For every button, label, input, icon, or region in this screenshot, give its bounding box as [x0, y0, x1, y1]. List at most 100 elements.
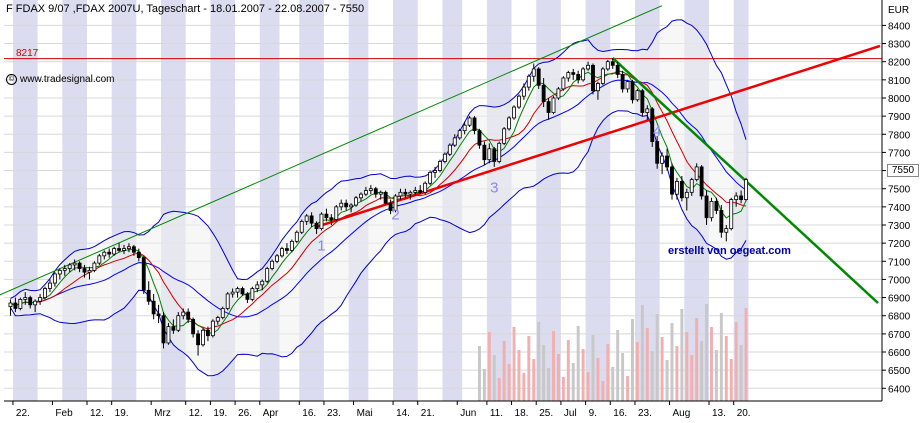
- x-tick-label: Mai: [357, 408, 373, 419]
- candle-body: [694, 166, 699, 181]
- x-tick-label: 11.: [490, 408, 503, 419]
- copyright-icon: ©: [6, 74, 17, 85]
- volume-bar: [477, 346, 481, 401]
- candle-body: [339, 202, 344, 208]
- candle-body: [131, 246, 136, 253]
- last-price-box: 7550: [887, 164, 919, 177]
- x-tick-label: Apr: [263, 408, 279, 419]
- candle-body: [615, 64, 620, 75]
- candle-body: [270, 260, 275, 269]
- y-tick-label: 6400: [888, 384, 911, 395]
- y-tick-label: 7700: [888, 148, 911, 159]
- candle-body: [472, 117, 477, 132]
- volume-bar: [522, 373, 526, 401]
- candle-body: [77, 262, 82, 269]
- volume-bar: [566, 340, 570, 401]
- volume-bar: [626, 376, 630, 401]
- candle-body: [679, 181, 684, 199]
- volume-bar: [724, 336, 728, 401]
- candle-body: [551, 97, 556, 113]
- candle-body: [581, 68, 586, 81]
- candle-body: [645, 108, 650, 113]
- candle-body: [487, 148, 492, 161]
- x-tick-label: 16.: [613, 408, 627, 419]
- candle-body: [245, 293, 250, 300]
- volume-bar: [729, 359, 733, 401]
- y-tick-label: 7100: [888, 257, 911, 268]
- candle-body: [408, 191, 413, 195]
- candle-body: [507, 117, 512, 130]
- candle-body: [734, 195, 739, 200]
- candle-body: [413, 190, 418, 193]
- candle-body: [28, 297, 33, 306]
- volume-bar: [695, 318, 699, 401]
- candle-body: [477, 130, 482, 146]
- candle-body: [492, 148, 497, 162]
- candle-body: [665, 155, 669, 168]
- wave-label-2: 2: [391, 207, 399, 224]
- candle-body: [334, 206, 339, 220]
- candle-body: [280, 248, 284, 257]
- candle-body: [378, 191, 383, 195]
- wave-label-3: 3: [490, 179, 498, 196]
- volume-bar: [700, 341, 704, 401]
- volume-bar: [537, 322, 541, 401]
- candle-body: [284, 248, 289, 251]
- candle-body: [304, 215, 309, 222]
- y-tick-label: 6600: [888, 348, 911, 359]
- candle-body: [531, 68, 536, 77]
- volume-bar: [665, 360, 669, 401]
- candle-body: [72, 262, 77, 266]
- candle-body: [674, 181, 679, 195]
- volume-bar: [714, 350, 718, 401]
- x-tick-label: Jun: [460, 408, 476, 419]
- creator-text: erstellt von oegeat.com: [668, 245, 791, 257]
- candle-body: [171, 326, 176, 331]
- candle-body: [442, 153, 447, 162]
- candle-body: [556, 88, 561, 99]
- candle-body: [521, 86, 526, 97]
- x-tick-label: Mrz: [154, 408, 171, 419]
- resistance-label: 8217: [16, 48, 39, 59]
- candle-body: [220, 308, 225, 318]
- candle-body: [196, 333, 200, 346]
- candle-body: [526, 75, 531, 88]
- candle-body: [294, 231, 299, 242]
- volume-bar: [556, 354, 560, 401]
- x-tick-label: 14.: [396, 408, 410, 419]
- volume-bar: [670, 323, 674, 401]
- candle-body: [724, 228, 729, 233]
- x-tick-label: 23.: [327, 408, 341, 419]
- candle-body: [650, 108, 655, 142]
- volume-bar: [487, 332, 491, 401]
- wave-label-1: 1: [317, 237, 325, 254]
- volume-bar: [586, 372, 590, 401]
- upper-band: [10, 19, 747, 299]
- candle-body: [127, 246, 131, 249]
- volume-bar: [601, 381, 605, 401]
- candle-body: [383, 191, 388, 204]
- x-tick-label: 19.: [213, 408, 227, 419]
- candle-body: [250, 288, 255, 300]
- x-tick-label: 20.: [737, 408, 751, 419]
- candle-body: [67, 264, 72, 269]
- candle-body: [709, 201, 714, 219]
- candle-body: [403, 191, 408, 195]
- candle-body: [344, 202, 349, 208]
- candle-body: [517, 95, 521, 108]
- candle-body: [146, 289, 151, 302]
- candle-body: [620, 73, 625, 90]
- x-tick-label: 25.: [539, 408, 553, 419]
- candle-body: [62, 268, 67, 271]
- candle-body: [418, 190, 423, 193]
- candle-body: [359, 193, 363, 199]
- candle-body: [48, 282, 52, 289]
- chart-title: F FDAX 9/07 ,FDAX 2007U, Tageschart - 18…: [6, 3, 365, 15]
- y-tick-label: 7200: [888, 239, 911, 250]
- volume-bar: [502, 341, 506, 401]
- candle-body: [43, 288, 47, 298]
- candle-body: [23, 297, 28, 300]
- x-axis-background: [0, 402, 923, 423]
- volume-bar: [685, 332, 689, 401]
